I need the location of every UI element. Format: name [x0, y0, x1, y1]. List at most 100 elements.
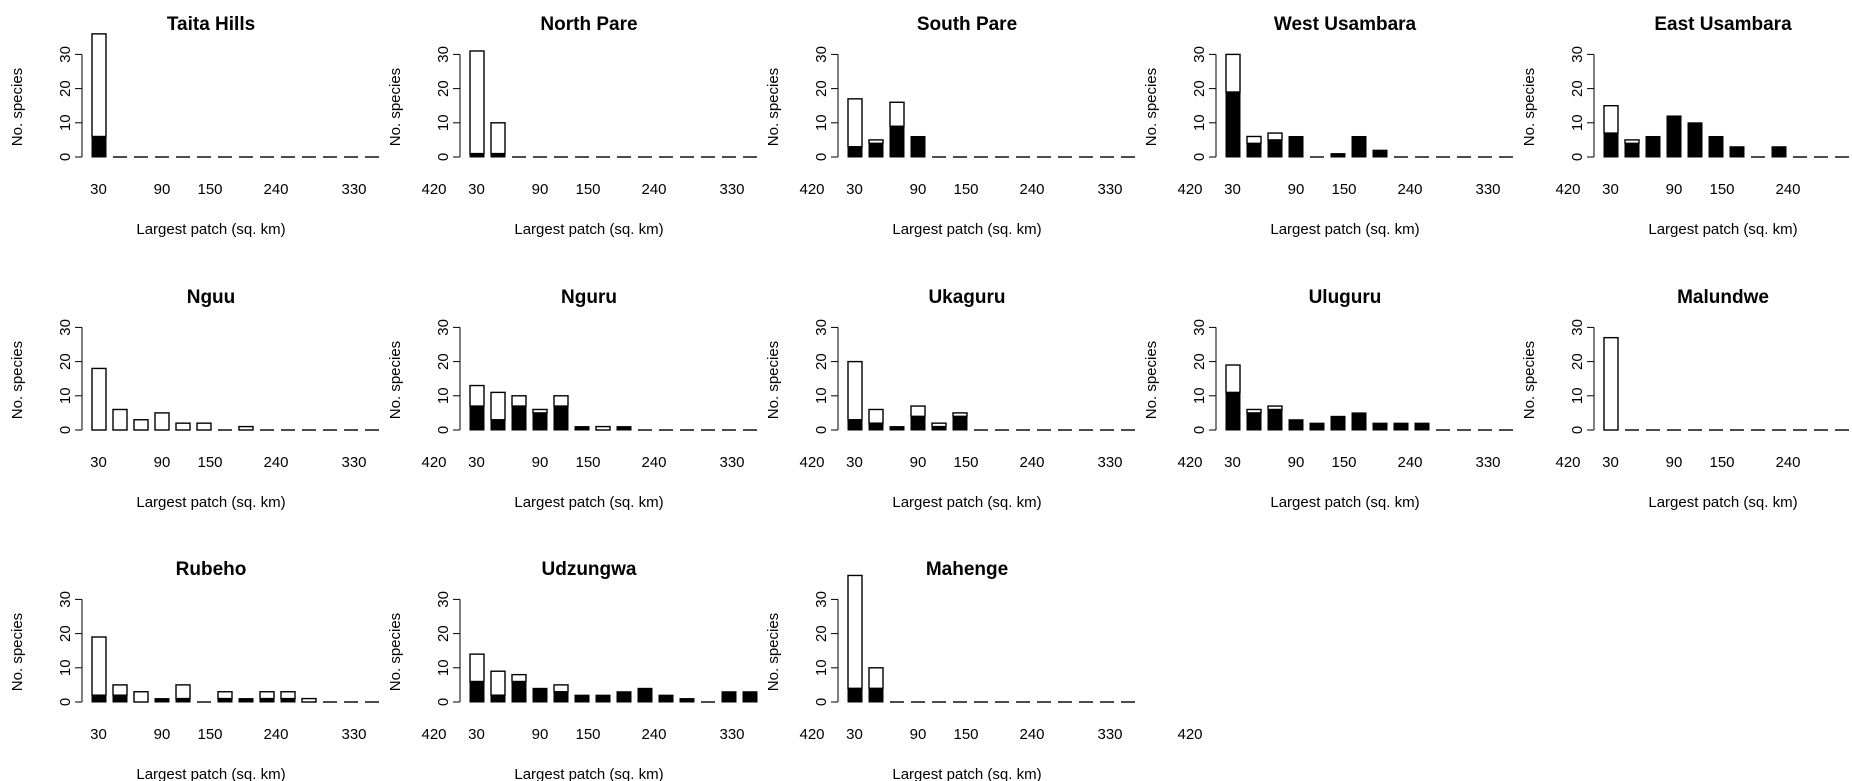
bar-filled-segment — [1372, 149, 1388, 158]
bar-open-segment — [133, 691, 149, 703]
bar-filled-segment — [1288, 419, 1304, 431]
x-tick-label: 150 — [575, 181, 600, 198]
y-tick-label: 10 — [57, 659, 74, 676]
y-tick-label: 10 — [435, 659, 452, 676]
bar-filled-segment — [1246, 412, 1262, 431]
x-tick-label: 30 — [468, 726, 485, 743]
y-axis-label: No. species — [1521, 341, 1538, 419]
x-tick-label: 150 — [1709, 181, 1734, 198]
bar-open-segment — [154, 412, 170, 431]
x-tick-label: 30 — [90, 726, 107, 743]
x-axis-label: Largest patch (sq. km) — [892, 766, 1041, 781]
x-tick-label: 330 — [341, 726, 366, 743]
x-tick-label: 330 — [1097, 454, 1122, 471]
x-tick-label: 150 — [953, 181, 978, 198]
y-tick-label: 0 — [1191, 426, 1208, 434]
y-tick-label: 10 — [813, 114, 830, 131]
bar-open-segment — [469, 50, 485, 155]
bar-filled-segment — [1603, 132, 1619, 158]
x-tick-label: 330 — [1475, 181, 1500, 198]
y-tick-label: 0 — [57, 698, 74, 706]
x-tick-label: 150 — [197, 726, 222, 743]
y-axis-label: No. species — [765, 613, 782, 691]
y-axis-label: No. species — [9, 613, 26, 691]
bar-open-segment — [91, 367, 107, 431]
bar-open-segment — [910, 405, 926, 418]
bar-open-segment — [868, 667, 884, 690]
bar-filled-segment — [1372, 422, 1388, 431]
x-tick-label: 240 — [1397, 454, 1422, 471]
x-tick-label: 30 — [1224, 181, 1241, 198]
x-tick-label: 240 — [641, 726, 666, 743]
bar-filled-segment — [532, 412, 548, 431]
panel: Rubeho 0 10 20 30 No. species 30 90 150 240 330 420… — [9, 559, 447, 781]
x-tick-label: 240 — [1019, 454, 1044, 471]
bar-filled-segment — [469, 680, 485, 703]
y-tick-label: 0 — [1569, 426, 1586, 434]
bar-open-segment — [868, 139, 884, 145]
x-tick-label: 240 — [263, 454, 288, 471]
bar-filled-segment — [1645, 135, 1661, 158]
x-tick-label: 30 — [1224, 454, 1241, 471]
y-tick-label: 30 — [435, 319, 452, 336]
x-tick-label: 240 — [263, 181, 288, 198]
bar-open-segment — [532, 408, 548, 414]
panel-title: East Usambara — [1654, 14, 1792, 35]
x-tick-label: 240 — [641, 454, 666, 471]
bar-filled-segment — [1246, 142, 1262, 158]
bar-open-segment — [238, 425, 254, 431]
y-tick-label: 10 — [57, 387, 74, 404]
bar-filled-segment — [532, 687, 548, 703]
y-tick-label: 10 — [1191, 114, 1208, 131]
bar-filled-segment — [553, 405, 569, 431]
bar-filled-segment — [91, 694, 107, 703]
bar-filled-segment — [1666, 115, 1682, 158]
bar-filled-segment — [1330, 153, 1346, 158]
bar-filled-segment — [238, 698, 254, 703]
bar-open-segment — [196, 422, 212, 431]
bar-filled-segment — [553, 691, 569, 703]
bar-filled-segment — [889, 125, 905, 158]
y-tick-label: 0 — [57, 153, 74, 161]
x-tick-label: 330 — [719, 454, 744, 471]
y-tick-label: 0 — [435, 698, 452, 706]
bar-filled-segment — [1708, 135, 1724, 158]
x-axis-label: Largest patch (sq. km) — [892, 494, 1041, 511]
bar-open-segment — [133, 419, 149, 431]
panel-title: Taita Hills — [167, 14, 255, 35]
x-tick-label: 330 — [1097, 181, 1122, 198]
x-tick-label: 150 — [1331, 454, 1356, 471]
x-tick-label: 30 — [90, 454, 107, 471]
x-tick-label: 330 — [719, 181, 744, 198]
bar-filled-segment — [868, 687, 884, 703]
bar-open-segment — [868, 408, 884, 424]
x-tick-label: 90 — [910, 181, 927, 198]
bar-open-segment — [490, 670, 506, 696]
x-tick-label: 90 — [154, 454, 171, 471]
y-axis-label: No. species — [765, 68, 782, 146]
x-tick-label: 90 — [154, 726, 171, 743]
panel: South Pare 0 10 20 30 No. species 30 90 150 240 33… — [765, 14, 1203, 238]
bar-open-segment — [91, 636, 107, 696]
y-tick-label: 30 — [813, 46, 830, 63]
bar-filled-segment — [1624, 142, 1640, 158]
x-tick-label: 420 — [1555, 454, 1580, 471]
bar-filled-segment — [112, 694, 128, 703]
y-axis-label: No. species — [9, 341, 26, 419]
x-axis-label: Largest patch (sq. km) — [136, 494, 285, 511]
bar-filled-segment — [1288, 135, 1304, 158]
bar-open-segment — [112, 408, 128, 431]
x-tick-label: 240 — [263, 726, 288, 743]
bar-filled-segment — [574, 426, 590, 431]
y-tick-label: 10 — [57, 114, 74, 131]
bar-filled-segment — [1771, 146, 1787, 158]
bar-filled-segment — [1351, 135, 1367, 158]
x-tick-label: 240 — [641, 181, 666, 198]
x-tick-label: 90 — [1666, 454, 1683, 471]
bar-open-segment — [217, 691, 233, 700]
x-tick-label: 240 — [1019, 726, 1044, 743]
x-tick-label: 150 — [953, 726, 978, 743]
bar-filled-segment — [910, 135, 926, 158]
y-axis-label: No. species — [1143, 68, 1160, 146]
